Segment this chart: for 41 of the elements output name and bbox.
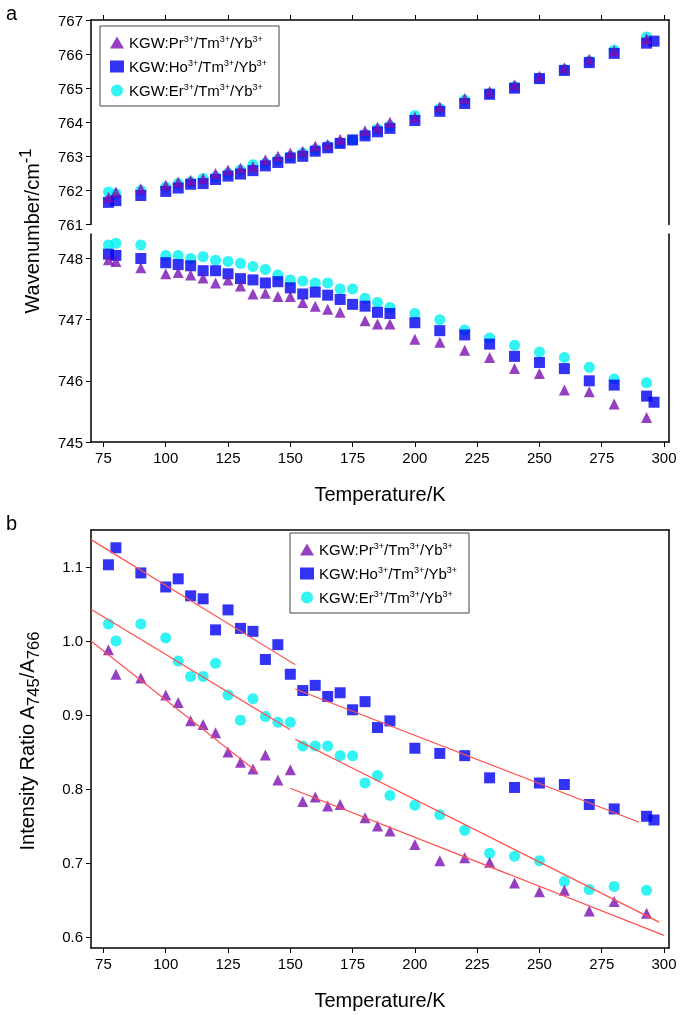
x-tick-label: 200 [402,955,428,972]
y-tick-label: 745 [57,433,83,451]
x-tick-label: 75 [95,449,112,466]
y-tick-label: 0.6 [62,928,83,946]
y-tick-label: 0.8 [62,780,83,798]
y-tick-label: 746 [57,372,83,390]
y-tick-label: 1.0 [62,632,83,650]
x-tick-label: 150 [277,955,303,972]
y-tick-label: 1.1 [62,558,83,576]
y-tick-label: 765 [57,79,83,97]
text: b [6,512,18,535]
y-tick-label: 764 [57,113,83,131]
x-tick-label: 125 [215,955,241,972]
x-tick-label: 300 [651,955,677,972]
x-tick-label: 100 [153,449,179,466]
x-axis-title: Temperature/K [314,989,447,1011]
x-tick-label: 100 [153,955,179,972]
x-tick-label: 200 [402,449,428,466]
x-tick-label: 300 [651,449,677,466]
x-tick-label: 175 [340,955,366,972]
x-tick-label: 150 [277,449,303,466]
x-tick-label: 175 [340,449,366,466]
y-tick-label: 767 [57,11,83,29]
y-tick-label: 761 [57,216,83,233]
x-tick-label: 75 [95,955,112,972]
y-tick-label: 766 [57,45,83,63]
y-tick-label: 0.9 [62,706,83,724]
y-tick-label: 747 [57,311,83,329]
x-tick-label: 275 [589,955,615,972]
x-tick-label: 125 [215,449,241,466]
x-tick-label: 225 [464,449,490,466]
y-tick-label: 748 [57,249,83,267]
x-tick-label: 250 [526,955,552,972]
y-tick-label: 763 [57,147,83,165]
x-tick-label: 250 [526,449,552,466]
x-tick-label: 225 [464,955,490,972]
y-tick-label: 762 [57,181,83,199]
x-axis-title: Temperature/K [314,483,447,505]
y-tick-label: 0.7 [62,854,83,872]
text: a [6,2,18,25]
x-tick-label: 275 [589,449,615,466]
